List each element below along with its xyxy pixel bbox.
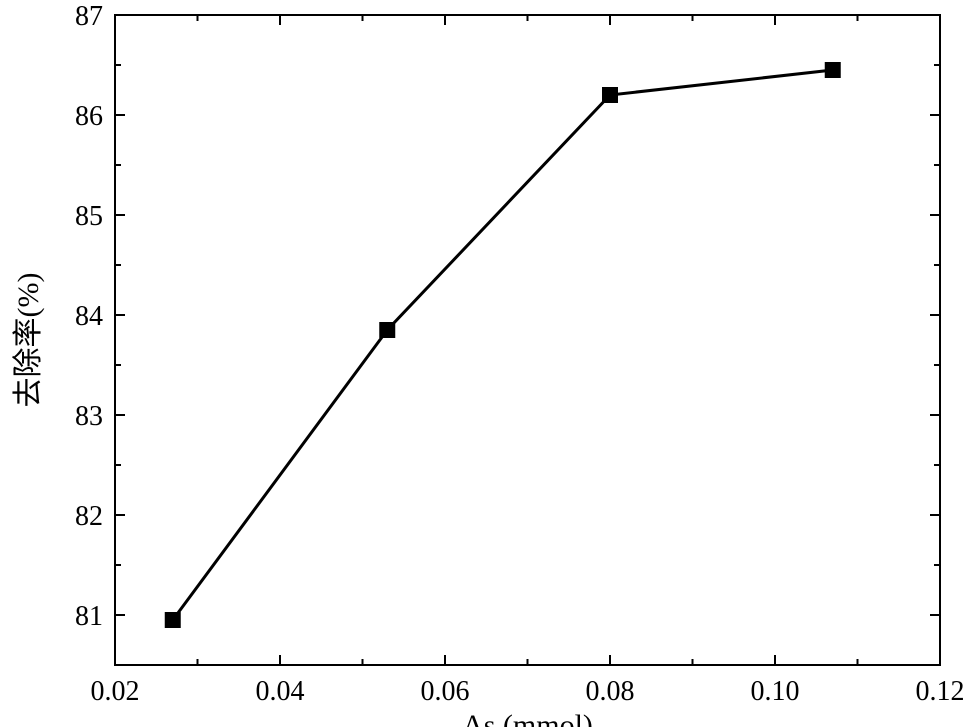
y-tick-label: 85 [75,201,103,232]
data-line [173,70,833,620]
y-tick-label: 87 [75,1,103,32]
y-tick-label: 83 [75,401,103,432]
y-tick-label: 86 [75,101,103,132]
x-tick-label: 0.12 [916,676,965,707]
x-axis-label: As (mmol) [462,709,593,727]
y-axis-label: 去除率(%) [12,273,45,408]
chart-svg: 0.02 0.04 0.06 0.08 0.10 0.12 81 82 83 84 85 86 87 As… [0,0,969,727]
y-tick-label: 82 [75,501,103,532]
x-tick-label: 0.08 [586,676,635,707]
data-marker [165,612,181,628]
x-tick-label: 0.06 [421,676,470,707]
data-marker [602,87,618,103]
y-tick-label: 81 [75,601,103,632]
data-marker [825,62,841,78]
chart-container: 0.02 0.04 0.06 0.08 0.10 0.12 81 82 83 84 85 86 87 As… [0,0,969,727]
data-marker [379,322,395,338]
x-tick-label: 0.10 [751,676,800,707]
x-tick-label: 0.02 [91,676,140,707]
y-tick-label: 84 [75,301,103,332]
x-tick-label: 0.04 [256,676,305,707]
